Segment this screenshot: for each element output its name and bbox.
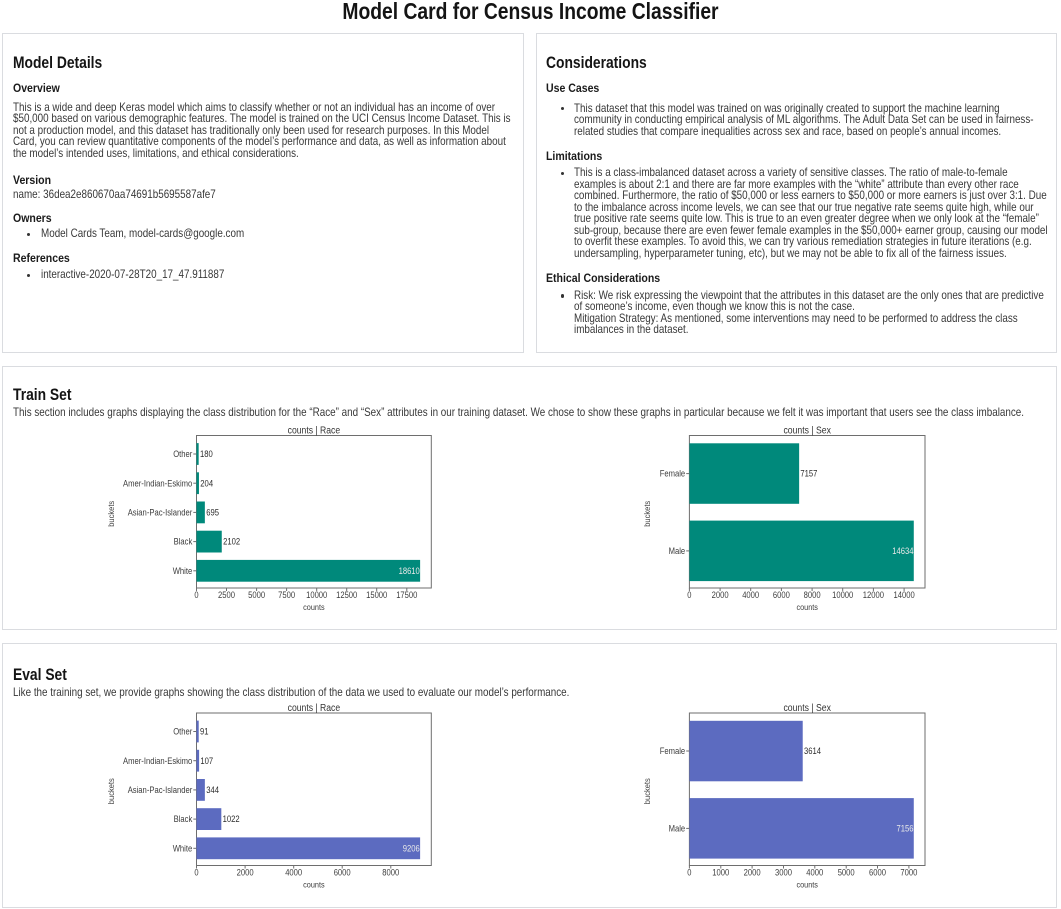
svg-text:7000: 7000 [900, 868, 917, 878]
svg-text:6000: 6000 [773, 590, 790, 600]
svg-text:Female: Female [660, 746, 686, 756]
svg-text:8000: 8000 [382, 868, 399, 878]
svg-text:3000: 3000 [775, 868, 792, 878]
svg-text:Other: Other [173, 727, 192, 737]
svg-text:4000: 4000 [806, 868, 823, 878]
svg-text:4000: 4000 [285, 868, 302, 878]
svg-text:Black: Black [174, 814, 193, 824]
svg-text:Amer-Indian-Eskimo: Amer-Indian-Eskimo [123, 478, 192, 488]
svg-text:buckets: buckets [642, 778, 652, 804]
svg-text:Other: Other [173, 449, 192, 459]
svg-text:0: 0 [194, 868, 198, 878]
svg-text:Male: Male [669, 546, 686, 556]
svg-text:1022: 1022 [223, 814, 240, 824]
svg-text:4000: 4000 [742, 590, 759, 600]
svg-text:10000: 10000 [306, 590, 327, 600]
svg-text:Male: Male [669, 824, 686, 834]
svg-text:Black: Black [174, 537, 193, 547]
svg-text:14634: 14634 [892, 546, 913, 556]
svg-text:0: 0 [194, 590, 198, 600]
svg-text:12000: 12000 [863, 590, 884, 600]
svg-text:2000: 2000 [237, 868, 254, 878]
svg-text:White: White [173, 843, 193, 853]
svg-text:counts: counts [796, 879, 818, 889]
svg-text:180: 180 [200, 449, 213, 459]
svg-text:Asian-Pac-Islander: Asian-Pac-Islander [128, 508, 193, 518]
svg-text:counts | Race: counts | Race [288, 703, 341, 714]
svg-text:3614: 3614 [804, 746, 821, 756]
svg-text:18610: 18610 [399, 566, 420, 576]
svg-text:1000: 1000 [712, 868, 729, 878]
svg-text:2000: 2000 [712, 590, 729, 600]
svg-text:2102: 2102 [223, 537, 240, 547]
svg-text:counts: counts [303, 879, 325, 889]
svg-text:buckets: buckets [106, 501, 116, 527]
svg-text:counts | Sex: counts | Sex [783, 703, 831, 714]
svg-text:counts: counts [303, 602, 325, 612]
svg-text:6000: 6000 [334, 868, 351, 878]
svg-text:buckets: buckets [106, 778, 116, 804]
svg-text:8000: 8000 [804, 590, 821, 600]
svg-text:344: 344 [206, 785, 219, 795]
svg-text:0: 0 [687, 590, 691, 600]
svg-text:12500: 12500 [336, 590, 357, 600]
svg-text:counts | Sex: counts | Sex [783, 425, 831, 436]
svg-text:10000: 10000 [832, 590, 853, 600]
svg-text:695: 695 [206, 508, 219, 518]
svg-text:204: 204 [200, 478, 213, 488]
svg-text:17500: 17500 [396, 590, 417, 600]
svg-text:91: 91 [200, 727, 209, 737]
svg-text:5000: 5000 [248, 590, 265, 600]
svg-text:Asian-Pac-Islander: Asian-Pac-Islander [128, 785, 193, 795]
svg-text:counts | Race: counts | Race [288, 425, 341, 436]
svg-text:7500: 7500 [278, 590, 295, 600]
svg-text:counts: counts [796, 602, 818, 612]
svg-text:2500: 2500 [218, 590, 235, 600]
svg-text:6000: 6000 [869, 868, 886, 878]
svg-text:7157: 7157 [800, 469, 817, 479]
svg-text:7156: 7156 [897, 824, 914, 834]
svg-text:0: 0 [687, 868, 691, 878]
svg-text:15000: 15000 [366, 590, 387, 600]
svg-text:Amer-Indian-Eskimo: Amer-Indian-Eskimo [123, 756, 192, 766]
svg-text:White: White [173, 566, 193, 576]
svg-text:buckets: buckets [642, 501, 652, 527]
svg-text:14000: 14000 [894, 590, 915, 600]
svg-text:2000: 2000 [744, 868, 761, 878]
svg-text:9206: 9206 [403, 843, 420, 853]
svg-text:5000: 5000 [838, 868, 855, 878]
svg-text:107: 107 [200, 756, 213, 766]
svg-text:Female: Female [660, 469, 686, 479]
